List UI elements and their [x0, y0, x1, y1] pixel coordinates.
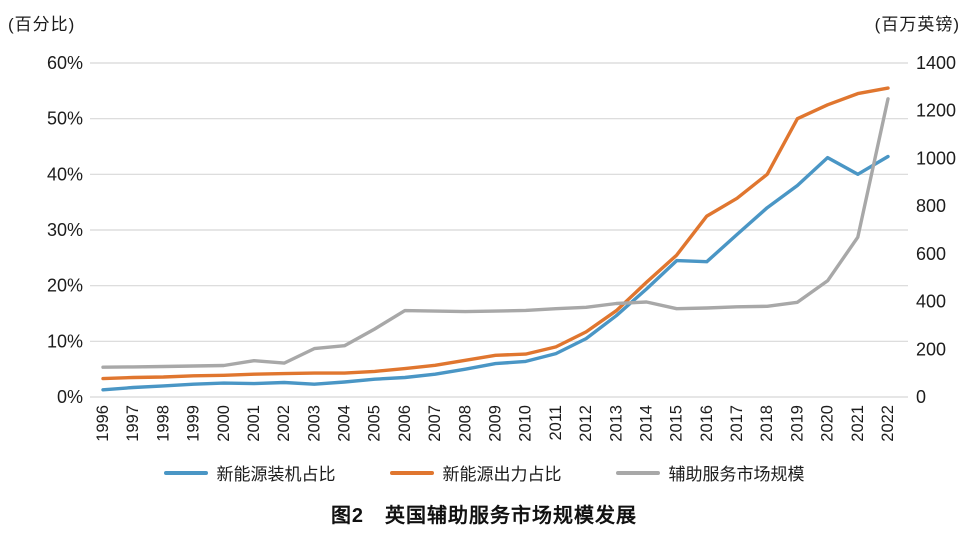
left-axis-tick-label: 20%: [47, 276, 83, 296]
x-axis-year-label: 2019: [788, 405, 806, 442]
right-axis-tick-label: 0: [916, 387, 926, 407]
right-axis-tick-label: 1200: [916, 101, 956, 121]
legend-swatch-blue: [163, 470, 208, 475]
x-axis-year-label: 2014: [637, 405, 655, 442]
chart-legend: 新能源装机占比 新能源出力占比 辅助服务市场规模: [0, 460, 968, 485]
x-axis-year-label: 2005: [366, 405, 384, 442]
x-axis-year-label: 2017: [728, 405, 746, 442]
left-axis-tick-label: 50%: [47, 109, 83, 129]
right-axis-tick-label: 400: [916, 292, 946, 312]
x-axis-year-label: 2002: [275, 405, 293, 442]
x-axis-year-label: 2000: [215, 405, 233, 442]
series-line-2: [101, 97, 890, 369]
right-axis-tick-label: 200: [916, 339, 946, 359]
legend-swatch-orange: [389, 470, 434, 475]
x-axis-year-label: 2009: [487, 405, 505, 442]
x-axis-year-label: 2022: [879, 405, 897, 442]
series-line-1: [101, 86, 890, 381]
left-axis-tick-label: 40%: [47, 164, 83, 184]
legend-swatch-gray: [615, 470, 660, 475]
legend-label: 新能源装机占比: [216, 465, 336, 484]
right-axis-tick-label: 600: [916, 244, 946, 264]
legend-label: 辅助服务市场规模: [668, 465, 805, 484]
left-axis-tick-label: 60%: [47, 53, 83, 73]
left-axis-unit-label: (百分比): [8, 15, 76, 34]
right-axis-tick-label: 1000: [916, 148, 956, 168]
x-axis-year-label: 2001: [245, 405, 263, 442]
x-axis-year-label: 2006: [396, 405, 414, 442]
legend-item-installed-capacity-share: 新能源装机占比: [163, 460, 336, 485]
x-axis-year-label: 2015: [668, 405, 686, 442]
x-axis-year-label: 1999: [185, 405, 203, 442]
x-axis-year-label: 2010: [517, 405, 535, 442]
x-axis-year-label: 2008: [456, 405, 474, 442]
x-axis-year-label: 2011: [547, 405, 565, 440]
right-axis-unit-label: (百万英镑): [874, 15, 960, 34]
legend-item-output-share: 新能源出力占比: [389, 460, 562, 485]
left-axis-tick-label: 10%: [47, 331, 83, 351]
x-axis-year-label: 2018: [758, 405, 776, 442]
x-axis-year-label: 2004: [336, 405, 354, 442]
x-axis-year-label: 1998: [154, 405, 172, 442]
x-axis-year-label: 2020: [819, 405, 837, 442]
legend-label: 新能源出力占比: [442, 465, 562, 484]
left-axis-tick-label: 30%: [47, 220, 83, 240]
x-axis-year-label: 1997: [124, 405, 142, 442]
series-line-0: [101, 154, 890, 392]
x-axis-year-label: 2007: [426, 405, 444, 442]
x-axis-year-label: 1996: [94, 405, 112, 442]
x-axis-year-label: 2013: [607, 405, 625, 442]
figure-caption: 图2 英国辅助服务市场规模发展: [330, 505, 638, 527]
x-axis-year-label: 2016: [698, 405, 716, 442]
right-axis-tick-label: 1400: [916, 53, 956, 73]
right-axis-tick-label: 800: [916, 196, 946, 216]
left-axis-tick-label: 0%: [57, 387, 83, 407]
line-chart: 0% 10% 20% 30% 40% 50% 60% 0 200 400 600 800 1000 120…: [47, 53, 956, 442]
x-axis-year-label: 2003: [305, 405, 323, 442]
x-axis-year-label: 2012: [577, 405, 595, 442]
legend-item-market-size: 辅助服务市场规模: [615, 460, 805, 485]
x-axis-year-label: 2021: [849, 405, 867, 442]
